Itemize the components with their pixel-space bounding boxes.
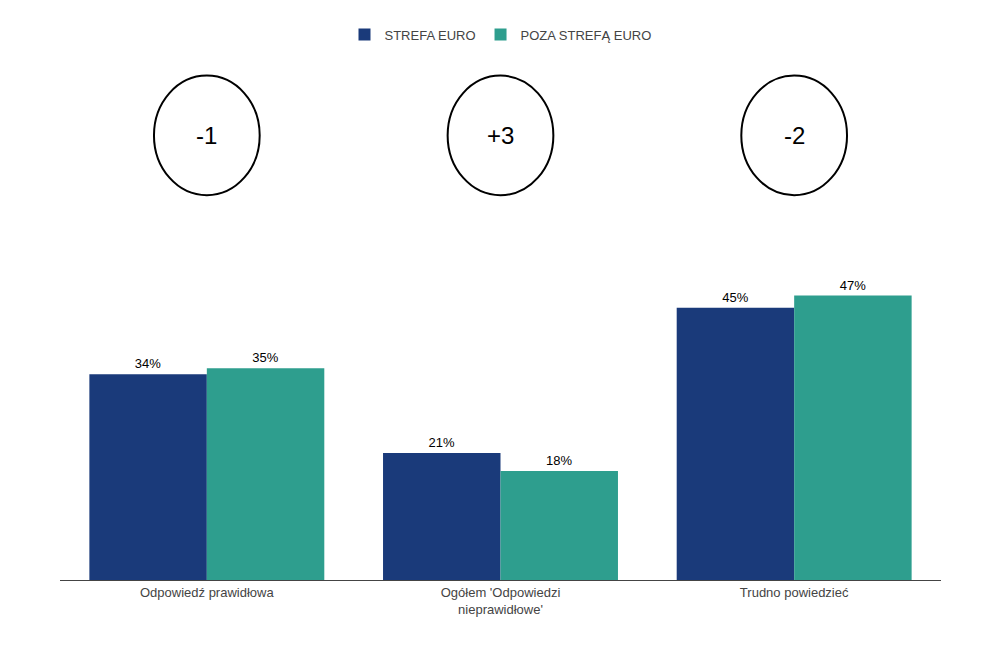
svg-text:POZA STREFĄ EURO: POZA STREFĄ EURO xyxy=(521,28,652,43)
svg-text:47%: 47% xyxy=(840,278,866,293)
svg-text:21%: 21% xyxy=(429,435,455,450)
svg-text:18%: 18% xyxy=(546,453,572,468)
svg-text:-2: -2 xyxy=(784,122,805,149)
svg-text:Trudno powiedzieć: Trudno powiedzieć xyxy=(740,585,849,600)
svg-text:STREFA EURO: STREFA EURO xyxy=(385,28,476,43)
svg-text:34%: 34% xyxy=(135,356,161,371)
svg-text:+3: +3 xyxy=(487,122,514,149)
svg-text:-1: -1 xyxy=(196,122,217,149)
svg-text:45%: 45% xyxy=(722,290,748,305)
svg-text:Ogółem 'Odpowiedzinieprawidłow: Ogółem 'Odpowiedzinieprawidłowe' xyxy=(441,585,561,617)
svg-text:35%: 35% xyxy=(252,350,278,365)
svg-text:Odpowiedź prawidłowa: Odpowiedź prawidłowa xyxy=(140,585,274,600)
